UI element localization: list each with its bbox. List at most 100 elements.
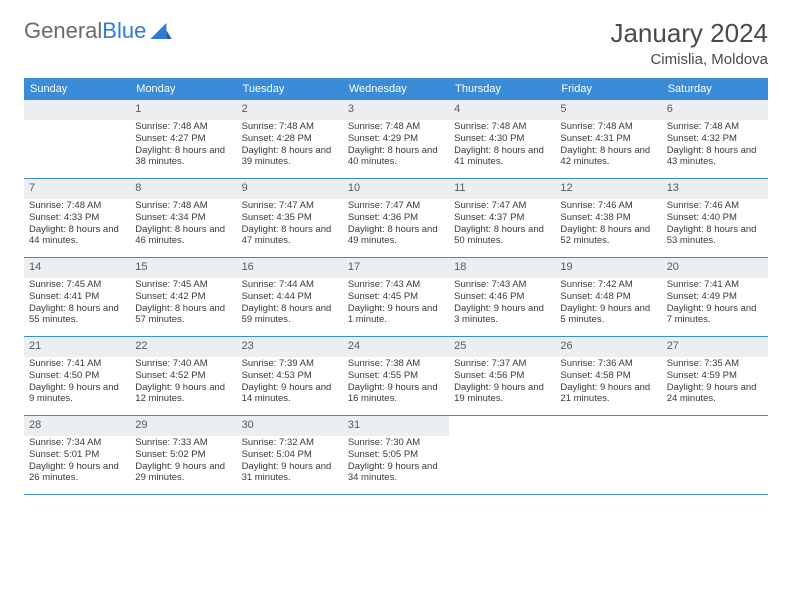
daylight-line: Daylight: 8 hours and 43 minutes. [667, 145, 764, 169]
day-details: Sunrise: 7:41 AMSunset: 4:49 PMDaylight:… [662, 278, 768, 330]
daylight-line: Daylight: 8 hours and 38 minutes. [135, 145, 232, 169]
daylight-line: Daylight: 8 hours and 59 minutes. [242, 303, 339, 327]
sunset-line: Sunset: 4:59 PM [667, 370, 764, 382]
daylight-line: Daylight: 9 hours and 26 minutes. [29, 461, 126, 485]
calendar-week-row: 1Sunrise: 7:48 AMSunset: 4:27 PMDaylight… [24, 100, 768, 179]
calendar-day-cell: 16Sunrise: 7:44 AMSunset: 4:44 PMDayligh… [237, 258, 343, 336]
sunrise-line: Sunrise: 7:47 AM [454, 200, 551, 212]
day-number: 14 [24, 258, 130, 278]
day-number: 27 [662, 337, 768, 357]
daylight-line: Daylight: 8 hours and 49 minutes. [348, 224, 445, 248]
weekday-header: Tuesday [237, 78, 343, 100]
daylight-line: Daylight: 8 hours and 47 minutes. [242, 224, 339, 248]
daylight-line: Daylight: 9 hours and 12 minutes. [135, 382, 232, 406]
sunrise-line: Sunrise: 7:41 AM [29, 358, 126, 370]
day-number: 22 [130, 337, 236, 357]
calendar-day-cell [662, 416, 768, 494]
day-details: Sunrise: 7:45 AMSunset: 4:41 PMDaylight:… [24, 278, 130, 330]
day-number: 10 [343, 179, 449, 199]
sunset-line: Sunset: 5:02 PM [135, 449, 232, 461]
day-number: 23 [237, 337, 343, 357]
day-details: Sunrise: 7:48 AMSunset: 4:28 PMDaylight:… [237, 120, 343, 172]
weekday-header: Thursday [449, 78, 555, 100]
sunset-line: Sunset: 4:48 PM [560, 291, 657, 303]
sunrise-line: Sunrise: 7:48 AM [560, 121, 657, 133]
calendar-day-cell: 4Sunrise: 7:48 AMSunset: 4:30 PMDaylight… [449, 100, 555, 178]
day-details: Sunrise: 7:48 AMSunset: 4:30 PMDaylight:… [449, 120, 555, 172]
calendar-day-cell [555, 416, 661, 494]
sunrise-line: Sunrise: 7:45 AM [29, 279, 126, 291]
calendar-day-cell: 28Sunrise: 7:34 AMSunset: 5:01 PMDayligh… [24, 416, 130, 494]
day-number: 25 [449, 337, 555, 357]
daylight-line: Daylight: 8 hours and 42 minutes. [560, 145, 657, 169]
sunrise-line: Sunrise: 7:36 AM [560, 358, 657, 370]
calendar-day-cell: 25Sunrise: 7:37 AMSunset: 4:56 PMDayligh… [449, 337, 555, 415]
daylight-line: Daylight: 9 hours and 21 minutes. [560, 382, 657, 406]
sunset-line: Sunset: 5:05 PM [348, 449, 445, 461]
calendar-day-cell: 29Sunrise: 7:33 AMSunset: 5:02 PMDayligh… [130, 416, 236, 494]
sunrise-line: Sunrise: 7:48 AM [135, 121, 232, 133]
sunset-line: Sunset: 4:40 PM [667, 212, 764, 224]
sunrise-line: Sunrise: 7:43 AM [454, 279, 551, 291]
sunrise-line: Sunrise: 7:44 AM [242, 279, 339, 291]
daylight-line: Daylight: 8 hours and 55 minutes. [29, 303, 126, 327]
sunset-line: Sunset: 5:01 PM [29, 449, 126, 461]
day-details: Sunrise: 7:35 AMSunset: 4:59 PMDaylight:… [662, 357, 768, 409]
sunset-line: Sunset: 4:56 PM [454, 370, 551, 382]
sunset-line: Sunset: 4:27 PM [135, 133, 232, 145]
day-details: Sunrise: 7:46 AMSunset: 4:40 PMDaylight:… [662, 199, 768, 251]
day-number: 31 [343, 416, 449, 436]
calendar-day-cell: 3Sunrise: 7:48 AMSunset: 4:29 PMDaylight… [343, 100, 449, 178]
calendar-day-cell: 18Sunrise: 7:43 AMSunset: 4:46 PMDayligh… [449, 258, 555, 336]
day-details: Sunrise: 7:34 AMSunset: 5:01 PMDaylight:… [24, 436, 130, 488]
day-number: 4 [449, 100, 555, 120]
day-details: Sunrise: 7:46 AMSunset: 4:38 PMDaylight:… [555, 199, 661, 251]
calendar-grid: SundayMondayTuesdayWednesdayThursdayFrid… [24, 78, 768, 495]
sunset-line: Sunset: 4:41 PM [29, 291, 126, 303]
sunset-line: Sunset: 4:29 PM [348, 133, 445, 145]
calendar-day-cell: 24Sunrise: 7:38 AMSunset: 4:55 PMDayligh… [343, 337, 449, 415]
day-number: 21 [24, 337, 130, 357]
daylight-line: Daylight: 8 hours and 41 minutes. [454, 145, 551, 169]
calendar-day-cell: 12Sunrise: 7:46 AMSunset: 4:38 PMDayligh… [555, 179, 661, 257]
calendar-day-cell: 9Sunrise: 7:47 AMSunset: 4:35 PMDaylight… [237, 179, 343, 257]
calendar-day-cell: 2Sunrise: 7:48 AMSunset: 4:28 PMDaylight… [237, 100, 343, 178]
calendar-week-row: 14Sunrise: 7:45 AMSunset: 4:41 PMDayligh… [24, 258, 768, 337]
sunset-line: Sunset: 4:44 PM [242, 291, 339, 303]
weekday-header: Monday [130, 78, 236, 100]
sunrise-line: Sunrise: 7:48 AM [29, 200, 126, 212]
day-details: Sunrise: 7:32 AMSunset: 5:04 PMDaylight:… [237, 436, 343, 488]
daylight-line: Daylight: 9 hours and 1 minute. [348, 303, 445, 327]
sunset-line: Sunset: 4:30 PM [454, 133, 551, 145]
sunset-line: Sunset: 4:58 PM [560, 370, 657, 382]
logo-text: GeneralBlue [24, 18, 146, 44]
sunset-line: Sunset: 4:35 PM [242, 212, 339, 224]
sunset-line: Sunset: 4:52 PM [135, 370, 232, 382]
calendar-day-cell: 10Sunrise: 7:47 AMSunset: 4:36 PMDayligh… [343, 179, 449, 257]
daylight-line: Daylight: 9 hours and 7 minutes. [667, 303, 764, 327]
day-details: Sunrise: 7:43 AMSunset: 4:46 PMDaylight:… [449, 278, 555, 330]
calendar-day-cell: 30Sunrise: 7:32 AMSunset: 5:04 PMDayligh… [237, 416, 343, 494]
calendar-day-cell: 26Sunrise: 7:36 AMSunset: 4:58 PMDayligh… [555, 337, 661, 415]
sunrise-line: Sunrise: 7:40 AM [135, 358, 232, 370]
sunset-line: Sunset: 4:55 PM [348, 370, 445, 382]
daylight-line: Daylight: 9 hours and 9 minutes. [29, 382, 126, 406]
calendar-day-cell: 5Sunrise: 7:48 AMSunset: 4:31 PMDaylight… [555, 100, 661, 178]
daylight-line: Daylight: 9 hours and 29 minutes. [135, 461, 232, 485]
day-number: 29 [130, 416, 236, 436]
calendar-day-cell: 31Sunrise: 7:30 AMSunset: 5:05 PMDayligh… [343, 416, 449, 494]
calendar-day-cell: 1Sunrise: 7:48 AMSunset: 4:27 PMDaylight… [130, 100, 236, 178]
day-number: 11 [449, 179, 555, 199]
sunset-line: Sunset: 4:33 PM [29, 212, 126, 224]
sunset-line: Sunset: 4:38 PM [560, 212, 657, 224]
day-details: Sunrise: 7:30 AMSunset: 5:05 PMDaylight:… [343, 436, 449, 488]
day-number: 9 [237, 179, 343, 199]
day-details: Sunrise: 7:33 AMSunset: 5:02 PMDaylight:… [130, 436, 236, 488]
daylight-line: Daylight: 8 hours and 57 minutes. [135, 303, 232, 327]
daylight-line: Daylight: 9 hours and 5 minutes. [560, 303, 657, 327]
sunrise-line: Sunrise: 7:45 AM [135, 279, 232, 291]
day-number: 2 [237, 100, 343, 120]
sunrise-line: Sunrise: 7:42 AM [560, 279, 657, 291]
day-details: Sunrise: 7:47 AMSunset: 4:36 PMDaylight:… [343, 199, 449, 251]
day-number: 24 [343, 337, 449, 357]
